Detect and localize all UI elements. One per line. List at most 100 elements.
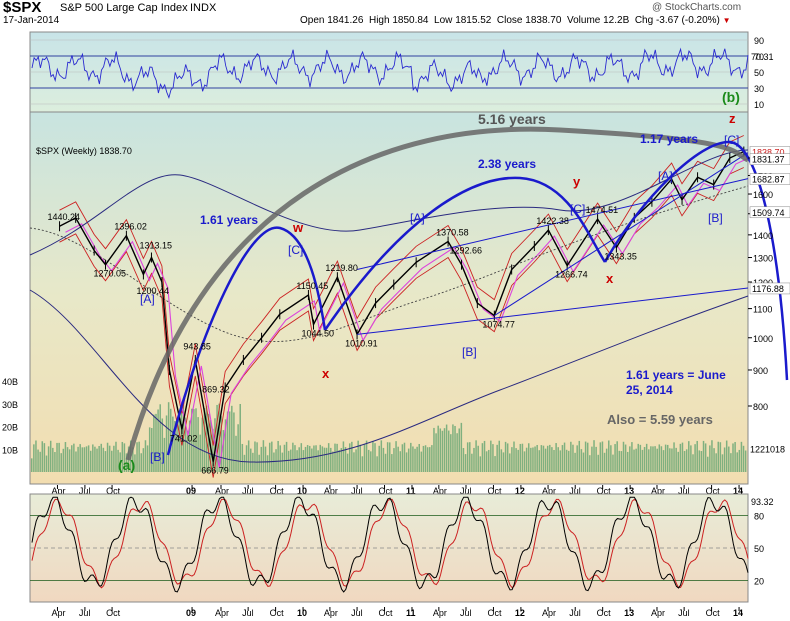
- price-tick-label: 1400: [753, 231, 773, 241]
- volume-bar: [635, 448, 637, 472]
- volume-bar: [669, 448, 671, 472]
- volume-bar: [696, 440, 698, 472]
- volume-bar: [572, 444, 574, 472]
- volume-bar: [178, 418, 180, 472]
- volume-bar: [614, 444, 616, 472]
- volume-bar: [471, 453, 473, 472]
- volume-bar: [336, 443, 338, 472]
- volume-bar: [633, 449, 635, 472]
- volume-label: Volume: [566, 15, 601, 26]
- open-value: 1841.26: [327, 15, 364, 26]
- volume-bar: [117, 449, 119, 472]
- volume-bar: [184, 417, 187, 472]
- volume-bar: [136, 442, 138, 472]
- x-axis-label-top: Jul: [79, 486, 91, 496]
- volume-bar: [102, 447, 105, 472]
- volume-bar: [513, 441, 515, 472]
- volume-bar: [662, 450, 665, 472]
- volume-bar: [473, 447, 475, 472]
- x-axis-label-top: 13: [624, 486, 634, 496]
- volume-bar: [536, 445, 538, 472]
- volume-bar: [264, 446, 267, 472]
- volume-bar: [96, 448, 98, 472]
- big-cycle-arc: [125, 126, 750, 461]
- volume-bar: [589, 455, 591, 472]
- volume-bar: [412, 446, 414, 472]
- volume-bar: [424, 445, 427, 472]
- volume-bar: [300, 443, 303, 472]
- stoch-tick-label: 80: [754, 512, 764, 522]
- wave-label: 1.61 years: [200, 213, 258, 227]
- volume-bar: [525, 447, 528, 472]
- volume-bar: [374, 443, 376, 472]
- volume-bar: [511, 447, 513, 472]
- price-tick-label: 1100: [753, 305, 772, 315]
- volume-bar: [266, 455, 269, 472]
- volume-bar: [715, 453, 717, 472]
- x-axis-label-bottom: 11: [406, 608, 416, 618]
- volume-bar: [260, 446, 263, 472]
- trendline-lower: [357, 287, 749, 335]
- volume-bar: [33, 444, 35, 472]
- volume-bar: [89, 450, 92, 472]
- volume-bar: [386, 442, 389, 472]
- volume-bar: [555, 443, 557, 472]
- wave-label: [A]: [658, 169, 673, 183]
- volume-bar: [612, 454, 614, 472]
- volume-bar: [595, 446, 597, 472]
- volume-bar: [608, 440, 610, 472]
- x-axis-label-top: Oct: [706, 486, 721, 496]
- volume-bar: [515, 448, 517, 472]
- volume-bar: [125, 453, 128, 472]
- volume-bar: [342, 441, 345, 472]
- volume-bar: [610, 445, 612, 472]
- volume-bar: [393, 448, 395, 472]
- volume-bar: [519, 443, 522, 472]
- volume-bar: [650, 446, 652, 472]
- x-axis-label-top: Apr: [324, 486, 338, 496]
- volume-bar: [728, 446, 730, 472]
- wave-label: [C]: [724, 133, 739, 147]
- volume-value: 12.2B: [603, 15, 630, 26]
- volume-bar: [578, 440, 581, 472]
- volume-bar: [561, 445, 564, 472]
- volume-bar: [271, 441, 273, 472]
- volume-bar: [540, 445, 543, 472]
- x-axis-label-top: 10: [297, 486, 307, 496]
- wave-label: [C]: [570, 202, 585, 216]
- volume-bar: [517, 449, 519, 472]
- volume-bar: [334, 443, 336, 472]
- rsi-tick-label: 90: [754, 36, 764, 46]
- x-axis-label-top: Oct: [597, 486, 612, 496]
- right-value-label: 1838.70: [752, 147, 785, 157]
- volume-bar: [245, 445, 248, 472]
- volume-bar: [403, 442, 406, 472]
- volume-bar: [683, 450, 686, 472]
- volume-bar: [258, 454, 260, 472]
- volume-bar: [570, 441, 572, 472]
- volume-bar: [327, 443, 330, 472]
- volume-bar: [235, 435, 237, 472]
- volume-bar: [584, 441, 587, 472]
- price-annotation: 1200.44: [136, 286, 169, 296]
- volume-bar: [504, 441, 507, 472]
- x-axis-label-top: Oct: [379, 486, 394, 496]
- volume-bar: [212, 428, 214, 472]
- volume-bar: [605, 448, 608, 472]
- volume-bar: [52, 447, 54, 472]
- volume-bar: [574, 452, 576, 472]
- volume-bar: [323, 447, 326, 472]
- price-tick-label: 1000: [753, 334, 773, 344]
- volume-tick-label: 10B: [2, 445, 18, 455]
- volume-bar: [361, 456, 364, 472]
- volume-bar: [648, 449, 650, 472]
- volume-bar: [94, 446, 96, 472]
- wave-label: [A]: [410, 211, 425, 225]
- volume-bar: [742, 445, 745, 472]
- x-axis-label-bottom: Jul: [79, 608, 91, 618]
- volume-bar: [740, 441, 743, 472]
- volume-bar: [462, 448, 465, 472]
- volume-bar: [502, 452, 505, 472]
- volume-bar: [199, 434, 201, 472]
- price-annotation: 869.32: [202, 385, 230, 395]
